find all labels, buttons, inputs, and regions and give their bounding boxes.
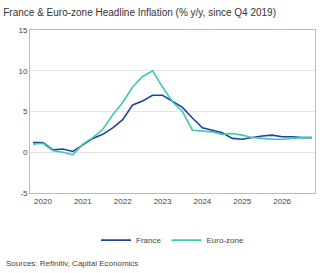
svg-text:Sources: Refinitiv, Capital Ec: Sources: Refinitiv, Capital Economics [6,259,138,268]
svg-text:5: 5 [23,107,28,116]
svg-text:2024: 2024 [194,197,212,206]
svg-text:2022: 2022 [114,197,132,206]
svg-text:2021: 2021 [74,197,92,206]
svg-text:15: 15 [18,26,27,35]
svg-text:-5: -5 [20,189,28,198]
svg-text:0: 0 [23,148,28,157]
svg-text:2025: 2025 [233,197,251,206]
svg-text:France: France [136,236,161,245]
svg-text:2023: 2023 [154,197,172,206]
svg-text:10: 10 [18,67,27,76]
svg-text:2026: 2026 [273,197,291,206]
svg-text:Euro-zone: Euro-zone [206,236,243,245]
svg-text:France & Euro-zone Headline In: France & Euro-zone Headline Inflation (%… [3,7,276,18]
svg-text:2020: 2020 [34,197,52,206]
